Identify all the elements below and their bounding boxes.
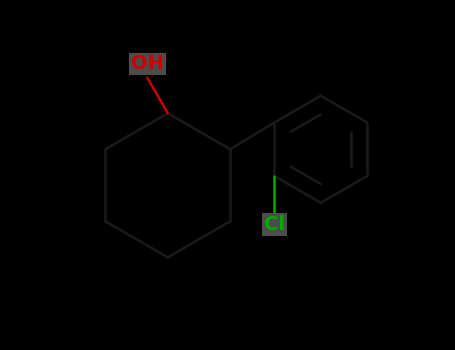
- Text: Cl: Cl: [264, 215, 285, 234]
- Text: OH: OH: [131, 55, 164, 74]
